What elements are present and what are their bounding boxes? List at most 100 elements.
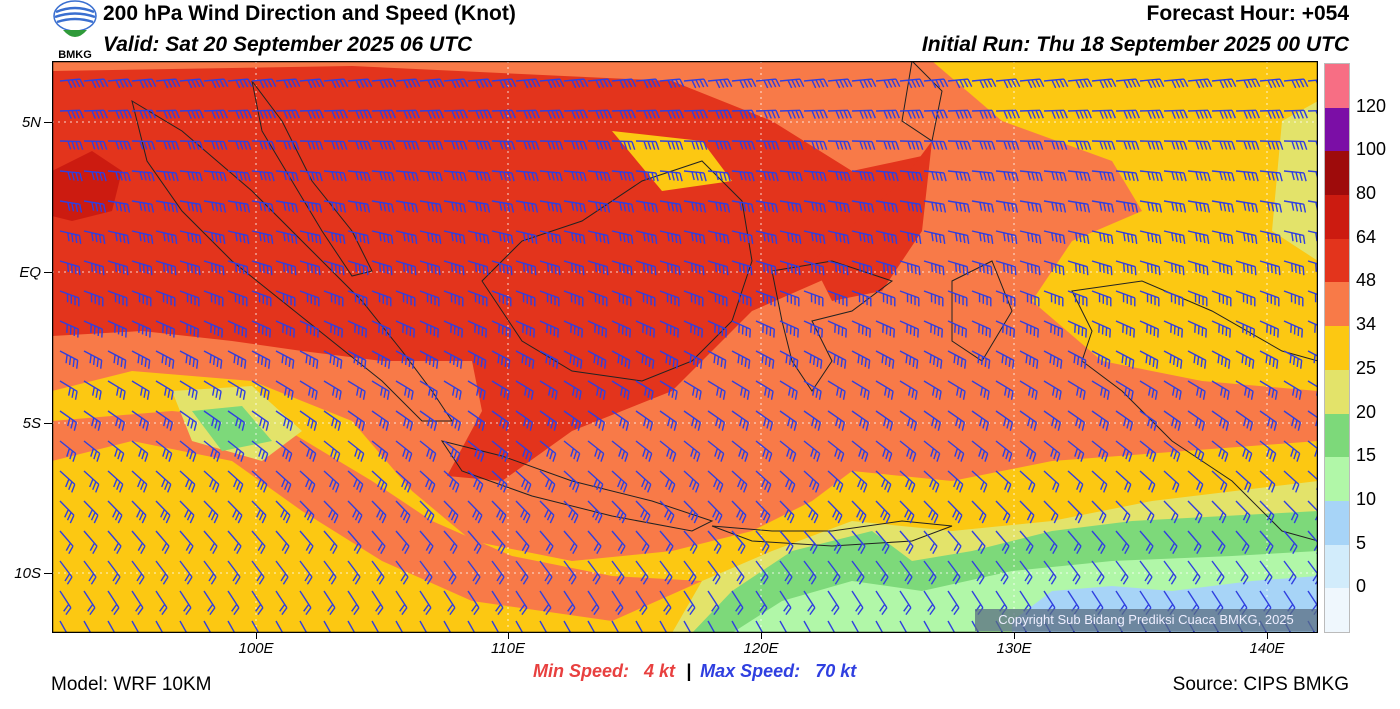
wind-barb bbox=[611, 620, 620, 633]
wind-barb bbox=[131, 320, 151, 338]
wind-barb bbox=[1283, 470, 1300, 493]
wind-barb bbox=[107, 380, 126, 400]
wind-barb bbox=[731, 440, 749, 462]
wind-barb bbox=[731, 109, 756, 119]
wind-barb bbox=[1283, 530, 1298, 555]
wind-barb bbox=[491, 290, 512, 307]
wind-barb bbox=[251, 350, 271, 369]
wind-barb bbox=[971, 500, 987, 524]
wind-barb bbox=[995, 560, 1009, 585]
wind-barb bbox=[251, 620, 260, 633]
wind-barb bbox=[59, 560, 73, 585]
wind-barb bbox=[563, 140, 588, 150]
wind-barb bbox=[179, 170, 203, 182]
wind-barb bbox=[1115, 350, 1135, 369]
wind-barb bbox=[371, 290, 392, 307]
wind-barb bbox=[1115, 500, 1131, 524]
wind-barb bbox=[947, 230, 970, 244]
wind-barb bbox=[827, 380, 846, 400]
wind-barb bbox=[635, 350, 655, 369]
wind-barb bbox=[227, 590, 240, 616]
wind-barb bbox=[107, 530, 122, 555]
wind-barb bbox=[851, 170, 875, 182]
wind-barb bbox=[1259, 350, 1279, 369]
wind-barb bbox=[587, 590, 600, 616]
wind-barb bbox=[1259, 560, 1273, 585]
colorbar-label: 0 bbox=[1356, 576, 1367, 597]
wind-barb bbox=[1187, 140, 1212, 150]
wind-barb bbox=[779, 560, 793, 585]
wind-barb bbox=[1067, 350, 1087, 369]
wind-barb bbox=[851, 350, 871, 369]
wind-barb bbox=[563, 530, 578, 555]
wind-barb bbox=[563, 410, 582, 431]
wind-barb bbox=[803, 530, 818, 555]
colorbar-segment bbox=[1325, 413, 1349, 458]
wind-barb bbox=[875, 380, 894, 400]
wind-barb bbox=[1115, 140, 1140, 150]
wind-barb bbox=[587, 170, 611, 182]
wind-barb bbox=[587, 530, 602, 555]
wind-barb bbox=[299, 440, 317, 462]
wind-barb bbox=[107, 500, 123, 524]
wind-barb bbox=[707, 560, 721, 585]
wind-barb bbox=[971, 200, 995, 213]
wind-barb bbox=[707, 260, 729, 276]
wind-barb bbox=[491, 200, 515, 213]
wind-barb bbox=[803, 170, 827, 182]
wind-barb bbox=[227, 620, 236, 633]
wind-barb bbox=[347, 78, 373, 89]
wind-barb bbox=[971, 109, 996, 119]
wind-barb bbox=[1091, 380, 1110, 400]
wind-barb bbox=[467, 410, 486, 431]
wind-barb bbox=[923, 470, 940, 493]
wind-barb bbox=[803, 260, 825, 276]
wind-barb bbox=[1163, 140, 1188, 150]
wind-barb bbox=[755, 260, 777, 276]
wind-barb bbox=[899, 560, 913, 585]
wind-barb bbox=[1283, 440, 1301, 462]
wind-barb bbox=[803, 290, 824, 307]
java-coast bbox=[440, 440, 714, 532]
wind-barb bbox=[755, 320, 775, 338]
wind-barb bbox=[1259, 440, 1277, 462]
wind-barb bbox=[179, 109, 204, 119]
wind-barb bbox=[203, 530, 218, 555]
wind-barb bbox=[179, 500, 195, 524]
wind-barb bbox=[1019, 230, 1042, 244]
wind-barb bbox=[659, 230, 682, 244]
wind-barb bbox=[179, 470, 196, 493]
wind-barb bbox=[83, 109, 108, 119]
wind-barb bbox=[755, 350, 775, 369]
wind-barb bbox=[131, 410, 150, 431]
wind-barb bbox=[563, 260, 585, 276]
colorbar-segment bbox=[1325, 457, 1349, 501]
colorbar-segment bbox=[1325, 544, 1349, 589]
wind-barb bbox=[611, 260, 633, 276]
wind-barb bbox=[803, 320, 823, 338]
wind-barb bbox=[1211, 78, 1237, 89]
wind-barb bbox=[995, 78, 1021, 89]
wind-barb bbox=[443, 78, 469, 89]
malay-peninsula-coast bbox=[251, 80, 373, 277]
wind-barb bbox=[1067, 440, 1085, 462]
wind-barb bbox=[251, 78, 277, 89]
wind-barb bbox=[179, 140, 204, 150]
wind-barb bbox=[347, 230, 370, 244]
wind-barb bbox=[587, 230, 610, 244]
wind-barb bbox=[131, 440, 149, 462]
wind-barb bbox=[731, 320, 751, 338]
wind-barb bbox=[539, 620, 548, 633]
wind-barb bbox=[563, 290, 584, 307]
wind-barb bbox=[803, 470, 820, 493]
wind-barb bbox=[827, 140, 852, 150]
colorbar-segment bbox=[1325, 107, 1349, 152]
wind-barb bbox=[467, 560, 481, 585]
wind-barb bbox=[923, 440, 941, 462]
wind-barb bbox=[1163, 200, 1187, 213]
wind-barb bbox=[1139, 440, 1157, 462]
wind-barb bbox=[779, 320, 799, 338]
wind-barb bbox=[203, 200, 227, 213]
wind-barb bbox=[419, 260, 441, 276]
wind-barb bbox=[1091, 230, 1114, 244]
